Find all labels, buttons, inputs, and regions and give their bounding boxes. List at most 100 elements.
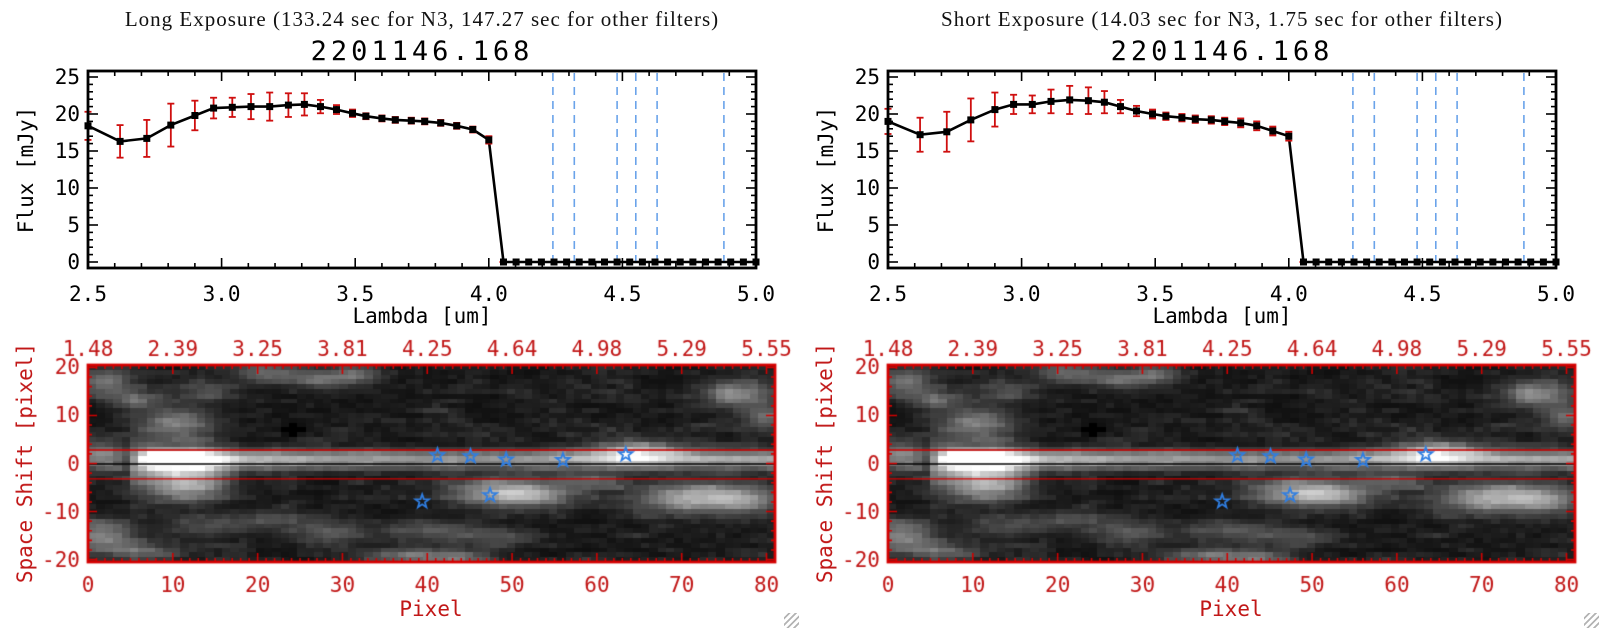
data-point-marker bbox=[1191, 115, 1199, 123]
data-point-marker bbox=[563, 258, 571, 266]
data-point-marker bbox=[1207, 116, 1215, 124]
data-point-marker bbox=[1028, 100, 1036, 108]
long-lambda-axis-label: Lambda [um] bbox=[352, 304, 492, 328]
x-tick-label: 4.0 bbox=[470, 282, 508, 306]
panel-short-exposure: Short Exposure (14.03 sec for N3, 1.75 s… bbox=[800, 0, 1600, 630]
x-tick-label: 3.5 bbox=[336, 282, 374, 306]
data-point-marker bbox=[575, 258, 583, 266]
x-tick-label: 2.5 bbox=[869, 282, 907, 306]
data-point-marker bbox=[1084, 97, 1092, 105]
data-point-marker bbox=[1337, 258, 1345, 266]
panel-long-exposure: Long Exposure (133.24 sec for N3, 147.27… bbox=[0, 7, 800, 630]
data-point-marker bbox=[1426, 258, 1434, 266]
resize-grip[interactable] bbox=[1584, 613, 1599, 628]
data-point-marker bbox=[1117, 103, 1124, 111]
data-point-marker bbox=[525, 258, 533, 266]
x-tick-label: 3.5 bbox=[1136, 282, 1174, 306]
data-point-marker bbox=[1269, 127, 1277, 135]
data-point-marker bbox=[228, 103, 236, 111]
short-exposure-title: Short Exposure (14.03 sec for N3, 1.75 s… bbox=[941, 7, 1503, 31]
data-point-marker bbox=[247, 103, 255, 111]
spectrum-group: 2.5 3.0 3.5 4.0 4.5 5.0 0 5 10 15 20 25 bbox=[855, 65, 1575, 306]
long-exposure-title: Long Exposure (133.24 sec for N3, 147.27… bbox=[124, 7, 720, 31]
data-point-marker bbox=[421, 117, 429, 125]
x-tick-label: 5.0 bbox=[737, 282, 775, 306]
data-point-marker bbox=[1237, 119, 1245, 127]
data-point-marker bbox=[167, 121, 175, 129]
y-tick-label: 10 bbox=[55, 176, 80, 200]
data-point-marker bbox=[601, 258, 608, 266]
data-point-marker bbox=[210, 104, 218, 112]
x-tick-label: 4.5 bbox=[603, 282, 641, 306]
data-point-marker bbox=[143, 134, 151, 142]
data-point-marker bbox=[727, 258, 735, 266]
data-point-marker bbox=[626, 258, 634, 266]
data-point-marker bbox=[1312, 258, 1320, 266]
spectrum-ticks bbox=[887, 71, 1557, 268]
data-point-marker bbox=[437, 119, 445, 127]
data-point-marker bbox=[1375, 258, 1383, 266]
data-point-marker bbox=[317, 103, 324, 111]
data-point-marker bbox=[651, 258, 659, 266]
data-point-marker bbox=[1451, 258, 1459, 266]
data-point-marker bbox=[1149, 110, 1156, 118]
data-point-marker bbox=[485, 136, 493, 144]
data-point-marker bbox=[739, 258, 747, 266]
spectrum-line bbox=[87, 103, 756, 264]
data-point-marker bbox=[991, 106, 999, 114]
y-tick-label: 25 bbox=[55, 65, 80, 89]
short-lambda-axis-label: Lambda [um] bbox=[1152, 304, 1292, 328]
x-tick-label: 3.0 bbox=[203, 282, 241, 306]
long-pixel-axis-label: Pixel bbox=[399, 597, 463, 621]
x-tick-label: 5.0 bbox=[1537, 282, 1575, 306]
data-point-marker bbox=[1388, 258, 1396, 266]
long-spectral-image bbox=[0, 335, 800, 630]
data-point-marker bbox=[500, 258, 507, 266]
spectrum-frame bbox=[86, 69, 758, 270]
data-point-marker bbox=[1527, 258, 1535, 266]
y-tick-label: 15 bbox=[855, 139, 880, 163]
short-spectral-image bbox=[800, 335, 1600, 630]
data-point-marker bbox=[378, 114, 386, 122]
data-point-marker bbox=[1047, 97, 1055, 105]
long-flux-axis-label: Flux [mJy] bbox=[14, 106, 38, 234]
resize-grip[interactable] bbox=[784, 613, 799, 628]
data-point-marker bbox=[300, 100, 308, 108]
data-point-marker bbox=[1325, 258, 1333, 266]
x-tick-label: 3.0 bbox=[1003, 282, 1041, 306]
y-tick-label: 20 bbox=[855, 102, 880, 126]
data-point-marker bbox=[391, 116, 399, 124]
data-point-marker bbox=[453, 122, 461, 130]
short-target-id: 2201146.168 bbox=[1110, 36, 1334, 67]
data-point-marker bbox=[407, 117, 415, 125]
data-point-marker bbox=[1514, 258, 1522, 266]
data-point-marker bbox=[284, 101, 292, 109]
data-point-marker bbox=[1438, 258, 1446, 266]
data-point-marker bbox=[1464, 258, 1472, 266]
y-tick-label: 25 bbox=[855, 65, 880, 89]
spectrum-ticks bbox=[87, 71, 757, 268]
data-point-marker bbox=[916, 131, 924, 139]
y-tick-label: 5 bbox=[867, 213, 880, 237]
data-point-marker bbox=[333, 106, 340, 114]
data-point-marker bbox=[1489, 258, 1497, 266]
data-point-marker bbox=[116, 137, 124, 145]
spectrum-frame bbox=[886, 69, 1558, 270]
data-point-marker bbox=[537, 258, 545, 266]
data-point-marker bbox=[1010, 100, 1018, 108]
data-point-marker bbox=[469, 126, 477, 133]
data-point-marker bbox=[1363, 258, 1371, 266]
x-tick-label: 4.0 bbox=[1270, 282, 1308, 306]
data-point-marker bbox=[1066, 96, 1074, 104]
y-tick-label: 0 bbox=[867, 250, 880, 274]
data-point-marker bbox=[1300, 258, 1307, 266]
data-point-marker bbox=[1413, 258, 1421, 266]
data-point-marker bbox=[638, 258, 646, 266]
short-flux-axis-label: Flux [mJy] bbox=[814, 106, 838, 234]
long-target-id: 2201146.168 bbox=[310, 36, 534, 67]
short-space-shift-axis-label: Space Shift [pixel] bbox=[813, 342, 837, 584]
data-point-marker bbox=[664, 258, 672, 266]
data-point-marker bbox=[714, 258, 722, 266]
data-point-marker bbox=[1253, 122, 1261, 130]
